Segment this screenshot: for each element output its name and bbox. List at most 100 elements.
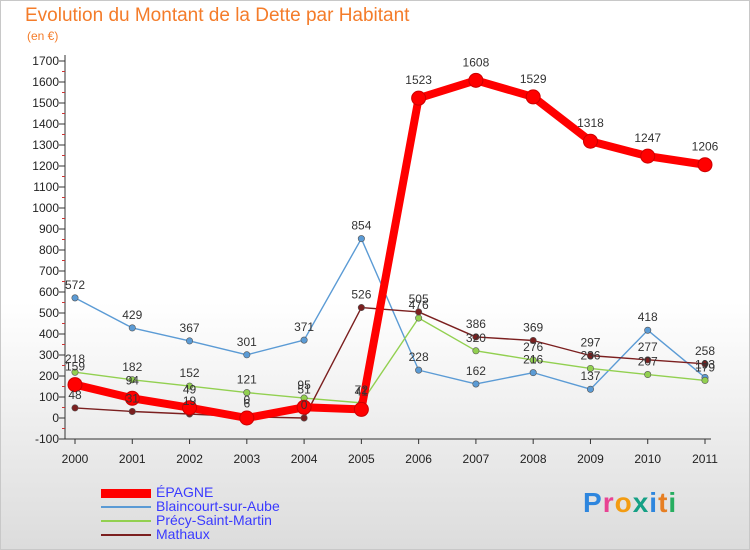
data-label: 1529 [520,72,547,86]
data-point [67,377,83,393]
axes [62,55,711,440]
x-tick-label: 2009 [577,452,604,466]
data-label: 193 [695,357,715,371]
data-point [128,324,136,332]
data-label: 0 [301,398,308,412]
x-tick-label: 2004 [291,452,318,466]
data-label: 526 [351,288,371,302]
x-tick-label: 2010 [634,452,661,466]
legend-label: ÉPAGNE [156,484,214,500]
y-tick-label: 1300 [32,138,59,152]
data-point [582,133,598,149]
y-tick-label: 700 [39,264,59,278]
x-tick-label: 2005 [348,452,375,466]
logo-letter: i [668,487,678,518]
data-point [701,376,709,384]
logo-letter: x [632,487,650,518]
data-point [697,157,713,173]
data-label: 1318 [577,116,604,130]
legend-label: Mathaux [156,526,210,542]
legend-label: Précy-Saint-Martin [156,512,272,528]
data-label: 297 [580,336,600,350]
data-point [586,352,594,360]
data-point [128,376,136,384]
data-point [415,314,423,322]
data-label: 72 [355,383,369,397]
data-label: 476 [409,298,429,312]
data-label: 41 [355,384,369,398]
data-point [124,390,140,406]
legend-item: ÉPAGNE [101,484,401,500]
legend-label: Blaincourt-sur-Aube [156,498,280,514]
logo-letter: i [649,487,659,518]
series-line-1 [74,237,706,390]
data-point [128,407,136,415]
legend-item: Mathaux [101,526,401,542]
data-point [644,356,652,364]
data-label: 371 [294,320,314,334]
data-label: 320 [466,331,486,345]
data-label: 236 [580,348,600,362]
data-point [300,336,308,344]
proxiti-logo: Proxiti [583,487,677,519]
data-point [472,333,480,341]
y-tick-label: 900 [39,222,59,236]
y-tick-label: 0 [52,411,59,425]
y-axis-unit: (en €) [27,29,59,43]
logo-letter: t [658,487,669,518]
x-tick-label: 2007 [463,452,490,466]
y-tick-label: 1000 [32,201,59,215]
data-point [529,356,537,364]
logo-letter: P [583,487,603,518]
data-point [243,389,251,397]
data-point [300,414,308,422]
y-tick-label: 1600 [32,75,59,89]
data-label: 6 [243,397,250,411]
data-point [586,385,594,393]
y-tick-label: 400 [39,327,59,341]
data-label: 162 [466,364,486,378]
y-tick-label: 600 [39,285,59,299]
legend-swatch [101,506,151,508]
x-tick-label: 2003 [233,452,260,466]
data-point [353,401,369,417]
data-point [415,308,423,316]
chart-title: Evolution du Montant de la Dette par Hab… [25,5,410,26]
data-label: 121 [237,373,257,387]
series-lines [67,72,713,426]
data-label: 301 [237,335,257,349]
data-label: 19 [183,394,197,408]
data-point [411,90,427,106]
x-tick-label: 2006 [405,452,432,466]
data-point [644,371,652,379]
data-label: 1206 [692,140,719,154]
data-label: 1247 [634,131,661,145]
data-label: 386 [466,317,486,331]
data-labels: 5724293673013718542281622161374181932181… [65,55,719,412]
data-point [239,410,255,426]
y-tick-label: 1400 [32,117,59,131]
data-point [415,366,423,374]
data-point [529,369,537,377]
data-point [472,347,480,355]
y-tick-label: 300 [39,348,59,362]
data-label: 218 [65,352,85,366]
data-point [525,89,541,105]
data-point [357,235,365,243]
data-label: 367 [180,321,200,335]
data-label: 854 [351,219,371,233]
y-tick-label: 1700 [32,54,59,68]
data-label: 216 [523,353,543,367]
y-tick-label: 800 [39,243,59,257]
y-tick-label: 1100 [33,180,59,194]
data-label: 1523 [405,73,432,87]
x-tick-label: 2001 [119,452,146,466]
legend-swatch [101,534,151,536]
legend-item: Blaincourt-sur-Aube [101,498,401,514]
legend-item: Précy-Saint-Martin [101,512,401,528]
data-label: 418 [638,310,658,324]
data-label: 572 [65,278,85,292]
legend-swatch [101,488,151,498]
